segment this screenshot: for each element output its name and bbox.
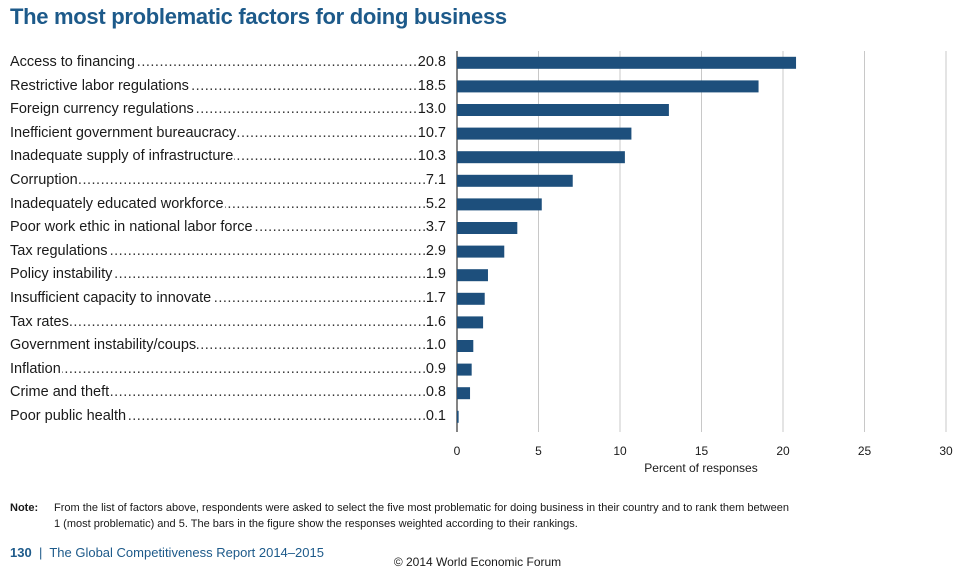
value-label: 10.7 — [416, 121, 446, 146]
x-tick-label: 25 — [858, 444, 872, 458]
copyright: © 2014 World Economic Forum — [393, 555, 562, 569]
x-tick-label: 15 — [695, 444, 709, 458]
category-row: ........................................… — [10, 192, 446, 217]
category-row: ........................................… — [10, 404, 446, 429]
value-label: 1.6 — [424, 310, 446, 335]
category-row: ........................................… — [10, 239, 446, 264]
bar — [457, 104, 669, 116]
category-row: ........................................… — [10, 74, 446, 99]
category-label: Tax rates — [10, 310, 70, 335]
bar — [457, 127, 632, 140]
value-label: 0.9 — [424, 357, 446, 382]
leader-dots: ........................................… — [10, 360, 446, 377]
value-label: 5.2 — [424, 192, 446, 217]
value-label: 7.1 — [424, 168, 446, 193]
value-label: 18.5 — [416, 74, 446, 99]
value-label: 10.3 — [416, 145, 446, 169]
category-row: ........................................… — [10, 98, 446, 122]
bar — [457, 316, 484, 329]
x-tick-label: 5 — [535, 444, 542, 458]
leader-dots: ........................................… — [10, 266, 446, 283]
bar — [457, 174, 573, 187]
category-row: ........................................… — [10, 216, 446, 240]
category-row: ........................................… — [10, 310, 446, 335]
category-label: Inadequate supply of infrastructure — [10, 145, 235, 169]
report-title: The Global Competitiveness Report 2014–2… — [49, 545, 324, 560]
x-tick-label: 30 — [939, 444, 953, 458]
value-label: 13.0 — [416, 98, 446, 122]
value-label: 20.8 — [416, 51, 446, 75]
category-row: ........................................… — [10, 168, 446, 193]
x-tick-label: 10 — [613, 444, 627, 458]
note-text: From the list of factors above, responde… — [54, 502, 789, 530]
chart-title: The most problematic factors for doing b… — [10, 4, 507, 29]
value-label: 1.0 — [424, 334, 446, 358]
category-row: ........................................… — [10, 51, 446, 75]
category-label: Inefficient government bureaucracy — [10, 121, 238, 146]
category-label: Inadequately educated workforce — [10, 192, 225, 217]
category-label: Insufficient capacity to innovate — [10, 286, 213, 311]
note-label: Note: — [10, 502, 39, 514]
category-label: Poor public health — [10, 404, 128, 429]
bar — [457, 56, 797, 69]
value-label: 0.1 — [424, 404, 446, 429]
value-label: 1.7 — [424, 286, 446, 311]
x-axis-title: Percent of responses — [644, 461, 757, 475]
category-row: ........................................… — [10, 334, 446, 358]
category-row: ........................................… — [10, 286, 446, 311]
category-label: Policy instability — [10, 263, 114, 287]
bar — [457, 387, 471, 400]
chart-note: Note: From the list of factors above, re… — [10, 500, 790, 532]
leader-dots: ........................................… — [10, 242, 446, 259]
category-labels: ........................................… — [10, 51, 446, 429]
category-label: Access to financing — [10, 51, 136, 75]
category-row: ........................................… — [10, 357, 446, 382]
value-label: 3.7 — [424, 216, 446, 240]
bar — [457, 363, 472, 376]
leader-dots: ........................................… — [10, 384, 446, 401]
category-label: Corruption — [10, 168, 79, 193]
category-label: Restrictive labor regulations — [10, 74, 190, 99]
category-row: ........................................… — [10, 381, 446, 405]
value-label: 2.9 — [424, 239, 446, 264]
category-row: ........................................… — [10, 263, 446, 287]
bar — [457, 245, 505, 258]
category-label: Poor work ethic in national labor force — [10, 216, 254, 240]
bar — [457, 80, 759, 93]
value-label: 1.9 — [424, 263, 446, 287]
footer-separator: | — [38, 545, 43, 560]
bar — [457, 340, 474, 352]
leader-dots: ........................................… — [10, 313, 446, 330]
page-footer: 130 | The Global Competitiveness Report … — [10, 545, 324, 560]
category-row: ........................................… — [10, 145, 446, 169]
x-tick-label: 0 — [454, 444, 461, 458]
x-tick-label: 20 — [776, 444, 790, 458]
bar — [457, 151, 625, 164]
category-label: Crime and theft — [10, 381, 111, 405]
leader-dots: ........................................… — [10, 171, 446, 188]
value-label: 0.8 — [424, 381, 446, 405]
page-number: 130 — [10, 545, 32, 560]
bar-chart: 0 5 10 15 20 25 30 Percent of responses — [454, 51, 953, 475]
bar — [457, 410, 459, 423]
category-row: ........................................… — [10, 121, 446, 146]
category-label: Inflation — [10, 357, 62, 382]
category-label: Government instability/coups — [10, 334, 198, 358]
bar — [457, 292, 485, 305]
bar — [457, 198, 542, 211]
bar — [457, 269, 488, 282]
category-label: Tax regulations — [10, 239, 109, 264]
bar — [457, 222, 518, 234]
category-label: Foreign currency regulations — [10, 98, 195, 122]
